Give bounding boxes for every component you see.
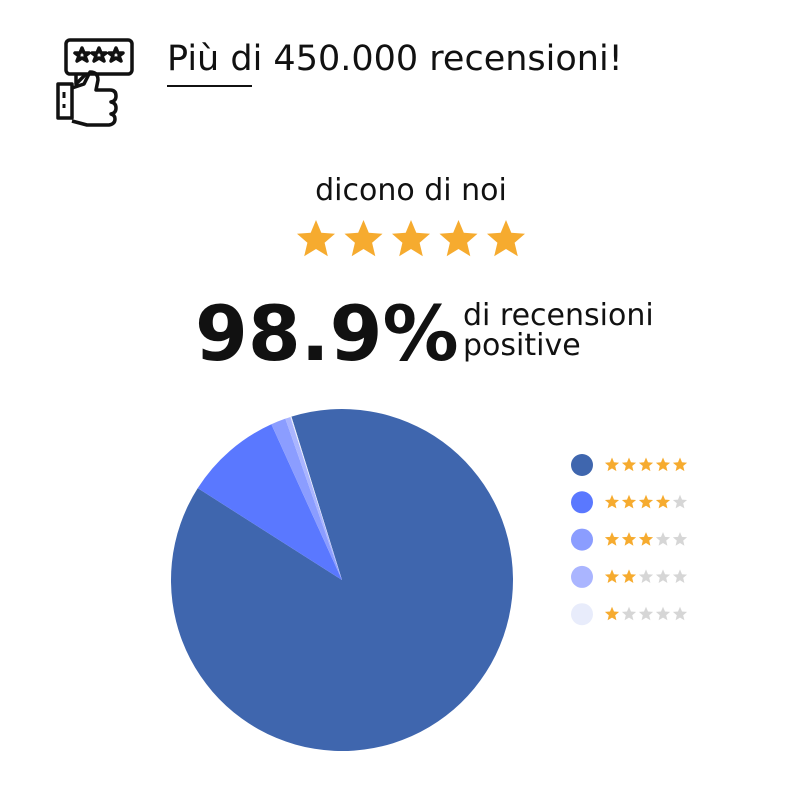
legend-star: [638, 457, 654, 472]
headline: 98.9%: [195, 289, 459, 378]
header-title: Più di 450.000 recensioni!: [167, 39, 623, 79]
legend-star: [604, 494, 620, 509]
subtitle: dicono di noi: [315, 173, 507, 208]
rating-stars: [297, 220, 525, 257]
pie-slice: [271, 418, 342, 580]
legend-star: [672, 569, 688, 583]
legend-star: [672, 606, 688, 621]
legend-swatch: [571, 454, 593, 476]
legend-entry: [571, 603, 688, 626]
headline-caption: positive: [463, 328, 581, 363]
legend-star: [621, 606, 637, 621]
pie-slice: [171, 408, 514, 751]
legend-star: [621, 569, 637, 583]
headline-caption: di recensioni: [463, 298, 654, 333]
star: [297, 220, 335, 257]
star: [487, 220, 525, 257]
legend-star: [672, 457, 688, 472]
legend-star: [621, 457, 637, 472]
star: [344, 220, 383, 257]
legend-entry: [571, 491, 688, 514]
legend-entry: [571, 454, 688, 476]
legend-star: [655, 532, 671, 546]
legend-entry: [571, 565, 688, 588]
legend-star: [604, 457, 620, 472]
legend-star: [604, 606, 620, 621]
legend-star: [638, 606, 654, 621]
star: [439, 220, 478, 257]
legend-swatch: [571, 491, 593, 514]
legend-swatch: [571, 565, 593, 588]
legend-swatch: [571, 603, 593, 626]
legend-entry: [571, 528, 688, 551]
legend-star: [621, 532, 637, 546]
reviews-icon: [56, 38, 134, 127]
pie-slice: [285, 416, 342, 580]
legend-star: [638, 532, 654, 546]
legend-star: [655, 606, 671, 621]
star: [392, 220, 430, 257]
legend-star: [621, 494, 637, 509]
legend-star: [672, 532, 688, 546]
legend-star: [638, 569, 654, 583]
legend-star: [604, 532, 620, 546]
legend-star: [638, 494, 654, 509]
legend-star: [655, 494, 671, 509]
pie-slice: [290, 416, 342, 580]
legend-star: [672, 494, 688, 509]
legend-star: [604, 569, 620, 583]
legend-star: [655, 457, 671, 472]
pie-slice: [197, 424, 342, 580]
legend-star: [655, 569, 671, 583]
legend-swatch: [571, 528, 593, 551]
